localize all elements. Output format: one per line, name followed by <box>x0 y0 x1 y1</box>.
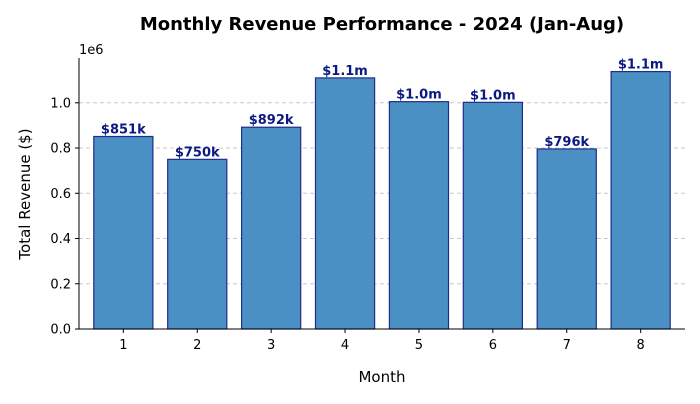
y-axis-offset-label: 1e6 <box>79 43 104 58</box>
y-tick-label: 0.2 <box>50 277 71 292</box>
bar <box>167 158 228 330</box>
y-tick-label: 0.0 <box>50 323 71 338</box>
x-tick-label: 7 <box>563 338 571 353</box>
bar <box>240 126 302 330</box>
bar-data-label: $1.1m <box>322 64 368 79</box>
bars <box>93 70 671 330</box>
bar-data-label: $892k <box>249 113 294 128</box>
y-tick-label: 0.8 <box>50 142 71 157</box>
y-tick-label: 0.6 <box>50 187 71 202</box>
bar-data-label: $1.1m <box>618 58 664 73</box>
x-tick-label: 5 <box>415 338 423 353</box>
bar-data-label: $750k <box>175 145 220 160</box>
y-ticks: 0.0 0.2 0.4 0.6 0.8 1.0 <box>50 96 79 338</box>
chart-title: Monthly Revenue Performance - 2024 (Jan-… <box>140 14 624 35</box>
x-tick-label: 1 <box>119 338 127 353</box>
bar <box>610 70 671 330</box>
bar <box>314 77 376 330</box>
y-tick-label: 1.0 <box>50 96 71 111</box>
bar-data-label: $851k <box>101 122 146 137</box>
x-axis-label: Month <box>358 368 405 386</box>
x-tick-label: 6 <box>489 338 497 353</box>
y-tick-label: 0.4 <box>50 232 71 247</box>
data-labels: $851k $750k $892k $1.1m $1.0m $1.0m $796k $1.1m <box>101 58 664 161</box>
bar <box>93 135 154 330</box>
bar-data-label: $1.0m <box>470 88 516 103</box>
bar <box>536 148 597 330</box>
x-tick-label: 8 <box>637 338 645 353</box>
bar-data-label: $796k <box>544 135 589 150</box>
x-ticks: 1 2 3 4 5 6 7 8 <box>119 329 645 353</box>
x-tick-label: 2 <box>193 338 201 353</box>
y-axis-label: Total Revenue ($) <box>16 128 34 260</box>
bar <box>388 101 450 330</box>
x-tick-label: 4 <box>341 338 349 353</box>
x-tick-label: 3 <box>267 338 275 353</box>
bar-data-label: $1.0m <box>396 88 442 103</box>
bar <box>462 101 524 330</box>
